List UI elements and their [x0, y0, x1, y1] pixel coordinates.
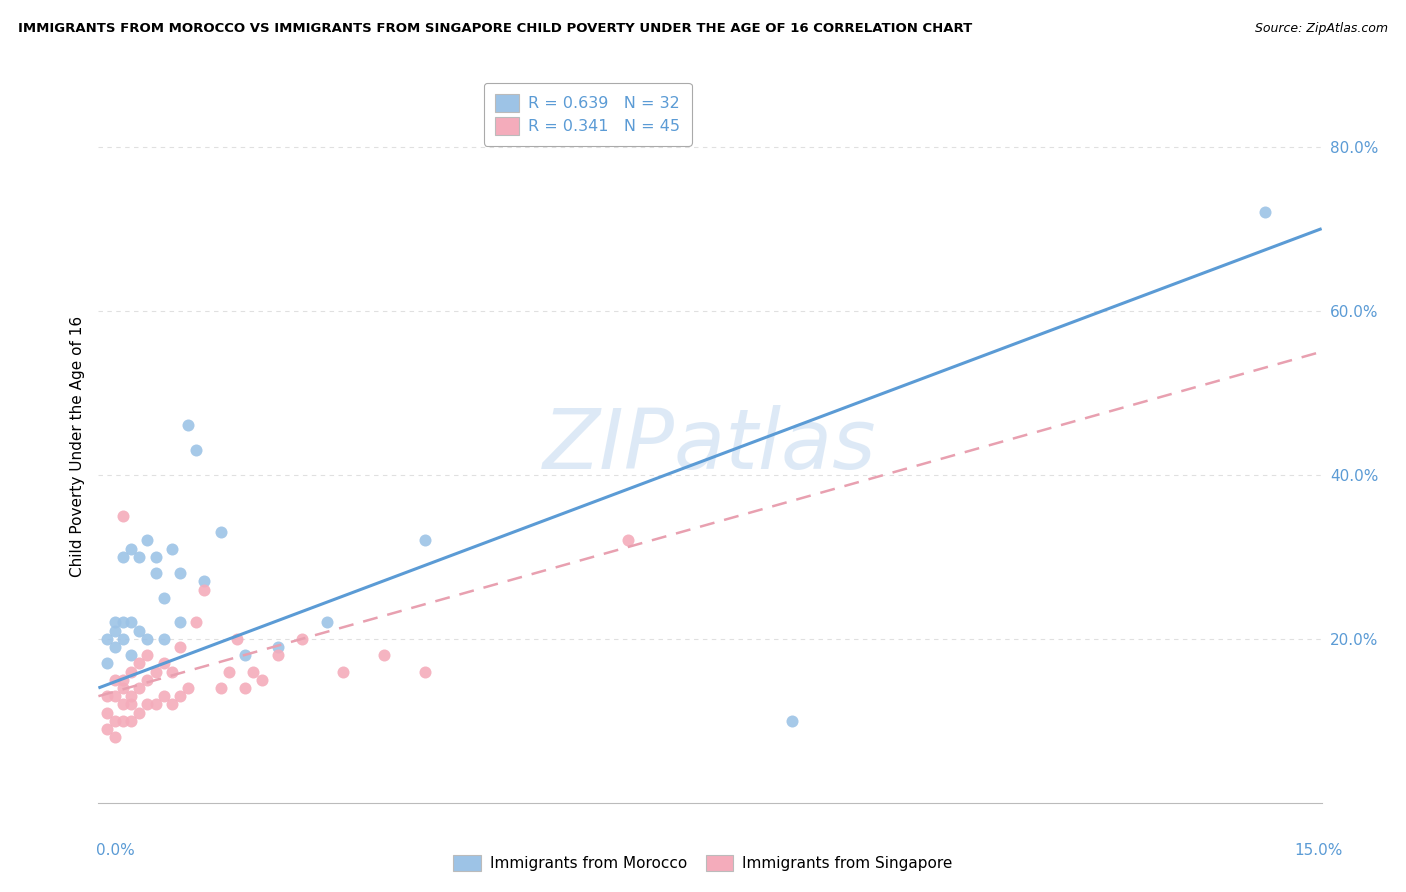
- Point: [177, 418, 200, 433]
- Point: [120, 689, 142, 703]
- Point: [226, 632, 249, 646]
- Point: [111, 615, 134, 630]
- Point: [413, 665, 436, 679]
- Point: [1253, 205, 1275, 219]
- Point: [373, 648, 395, 662]
- Point: [128, 624, 150, 638]
- Point: [136, 673, 159, 687]
- Point: [177, 681, 200, 695]
- Point: [152, 591, 174, 605]
- Point: [128, 706, 150, 720]
- Point: [233, 681, 256, 695]
- Point: [186, 615, 208, 630]
- Point: [111, 549, 134, 564]
- Point: [104, 689, 127, 703]
- Point: [413, 533, 436, 548]
- Point: [120, 698, 142, 712]
- Legend: R = 0.639   N = 32, R = 0.341   N = 45: R = 0.639 N = 32, R = 0.341 N = 45: [484, 83, 692, 145]
- Point: [160, 541, 183, 556]
- Point: [136, 648, 159, 662]
- Point: [128, 657, 150, 671]
- Point: [315, 615, 337, 630]
- Text: 15.0%: 15.0%: [1295, 843, 1343, 858]
- Point: [96, 722, 118, 736]
- Point: [169, 615, 191, 630]
- Point: [291, 632, 314, 646]
- Point: [111, 681, 134, 695]
- Point: [193, 574, 215, 589]
- Point: [267, 648, 290, 662]
- Point: [332, 665, 354, 679]
- Point: [111, 698, 134, 712]
- Point: [169, 640, 191, 654]
- Point: [120, 714, 142, 728]
- Point: [169, 689, 191, 703]
- Point: [96, 706, 118, 720]
- Point: [111, 673, 134, 687]
- Point: [617, 533, 640, 548]
- Point: [218, 665, 240, 679]
- Point: [267, 640, 290, 654]
- Point: [242, 665, 264, 679]
- Point: [111, 714, 134, 728]
- Point: [145, 665, 167, 679]
- Point: [104, 714, 127, 728]
- Point: [250, 673, 273, 687]
- Point: [193, 582, 215, 597]
- Point: [186, 443, 208, 458]
- Point: [145, 566, 167, 581]
- Text: ZIPatlas: ZIPatlas: [543, 406, 877, 486]
- Point: [120, 665, 142, 679]
- Text: Source: ZipAtlas.com: Source: ZipAtlas.com: [1254, 22, 1388, 36]
- Point: [136, 533, 159, 548]
- Text: IMMIGRANTS FROM MOROCCO VS IMMIGRANTS FROM SINGAPORE CHILD POVERTY UNDER THE AGE: IMMIGRANTS FROM MOROCCO VS IMMIGRANTS FR…: [18, 22, 973, 36]
- Point: [120, 541, 142, 556]
- Y-axis label: Child Poverty Under the Age of 16: Child Poverty Under the Age of 16: [69, 316, 84, 576]
- Point: [145, 549, 167, 564]
- Point: [104, 730, 127, 744]
- Point: [233, 648, 256, 662]
- Point: [128, 681, 150, 695]
- Point: [104, 640, 127, 654]
- Point: [152, 689, 174, 703]
- Point: [136, 632, 159, 646]
- Point: [152, 632, 174, 646]
- Point: [96, 632, 118, 646]
- Point: [780, 714, 803, 728]
- Point: [120, 648, 142, 662]
- Point: [160, 665, 183, 679]
- Point: [104, 615, 127, 630]
- Point: [160, 698, 183, 712]
- Point: [209, 681, 232, 695]
- Point: [128, 549, 150, 564]
- Legend: Immigrants from Morocco, Immigrants from Singapore: Immigrants from Morocco, Immigrants from…: [447, 849, 959, 877]
- Point: [145, 698, 167, 712]
- Point: [152, 657, 174, 671]
- Point: [96, 657, 118, 671]
- Point: [104, 624, 127, 638]
- Point: [111, 508, 134, 523]
- Text: 0.0%: 0.0%: [96, 843, 135, 858]
- Point: [120, 615, 142, 630]
- Point: [111, 632, 134, 646]
- Point: [209, 525, 232, 540]
- Point: [169, 566, 191, 581]
- Point: [96, 689, 118, 703]
- Point: [104, 673, 127, 687]
- Point: [136, 698, 159, 712]
